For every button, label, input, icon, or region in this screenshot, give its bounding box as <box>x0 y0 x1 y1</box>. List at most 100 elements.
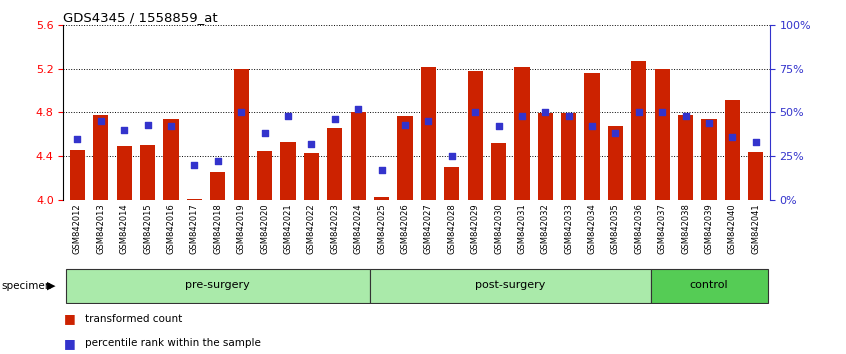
Point <box>141 122 155 127</box>
Point <box>515 113 529 119</box>
Point <box>585 124 599 129</box>
Bar <box>468 71 483 200</box>
Point <box>492 124 505 129</box>
Bar <box>608 126 624 200</box>
Point <box>94 118 107 124</box>
Text: ▶: ▶ <box>47 281 56 291</box>
Text: GSM842022: GSM842022 <box>307 203 316 254</box>
Point <box>328 116 342 122</box>
Bar <box>93 115 108 200</box>
Text: GSM842030: GSM842030 <box>494 203 503 254</box>
Text: GSM842016: GSM842016 <box>167 203 176 254</box>
Text: GSM842012: GSM842012 <box>73 203 82 254</box>
Text: control: control <box>689 280 728 290</box>
Text: transformed count: transformed count <box>85 314 182 324</box>
Point <box>562 113 575 119</box>
Point <box>726 134 739 140</box>
Point <box>656 110 669 115</box>
Text: post-surgery: post-surgery <box>475 280 546 290</box>
Point <box>632 110 645 115</box>
Bar <box>701 119 717 200</box>
Bar <box>725 100 740 200</box>
Bar <box>538 114 553 200</box>
Bar <box>514 68 530 200</box>
Point <box>398 122 412 127</box>
Bar <box>350 113 365 200</box>
Bar <box>651 269 767 303</box>
Point <box>445 153 459 159</box>
Text: GSM842027: GSM842027 <box>424 203 433 254</box>
Bar <box>398 116 413 200</box>
Bar <box>70 150 85 200</box>
Text: GSM842040: GSM842040 <box>728 203 737 254</box>
Point <box>281 113 294 119</box>
Bar <box>420 68 436 200</box>
Bar <box>444 167 459 200</box>
Text: GSM842018: GSM842018 <box>213 203 222 254</box>
Text: GSM842025: GSM842025 <box>377 203 386 254</box>
Text: ■: ■ <box>63 312 75 325</box>
Bar <box>585 73 600 200</box>
Point <box>749 139 762 145</box>
Point <box>234 110 248 115</box>
Bar <box>678 115 693 200</box>
Text: GSM842038: GSM842038 <box>681 203 690 254</box>
Text: GSM842037: GSM842037 <box>657 203 667 254</box>
Point <box>188 162 201 168</box>
Text: GSM842035: GSM842035 <box>611 203 620 254</box>
Bar <box>117 146 132 200</box>
Point <box>678 113 692 119</box>
Point <box>164 124 178 129</box>
Point <box>702 120 716 126</box>
Text: GDS4345 / 1558859_at: GDS4345 / 1558859_at <box>63 11 218 24</box>
Text: GSM842021: GSM842021 <box>283 203 293 254</box>
Text: GSM842014: GSM842014 <box>120 203 129 254</box>
Bar <box>631 61 646 200</box>
Text: GSM842034: GSM842034 <box>588 203 596 254</box>
Text: GSM842031: GSM842031 <box>518 203 526 254</box>
Text: GSM842013: GSM842013 <box>96 203 106 254</box>
Text: GSM842017: GSM842017 <box>190 203 199 254</box>
Text: specimen: specimen <box>2 281 52 291</box>
Bar <box>257 151 272 200</box>
Bar <box>280 142 295 200</box>
Bar <box>233 69 249 200</box>
Point <box>609 131 623 136</box>
Text: GSM842019: GSM842019 <box>237 203 245 254</box>
Text: percentile rank within the sample: percentile rank within the sample <box>85 338 261 348</box>
Text: GSM842041: GSM842041 <box>751 203 761 254</box>
Text: GSM842028: GSM842028 <box>448 203 456 254</box>
Text: GSM842033: GSM842033 <box>564 203 574 254</box>
Point <box>305 141 318 147</box>
Text: GSM842039: GSM842039 <box>705 203 713 254</box>
Bar <box>163 119 179 200</box>
Text: GSM842029: GSM842029 <box>470 203 480 254</box>
Bar <box>66 269 370 303</box>
Text: GSM842036: GSM842036 <box>634 203 643 254</box>
Bar <box>370 269 651 303</box>
Text: ■: ■ <box>63 337 75 350</box>
Text: GSM842026: GSM842026 <box>400 203 409 254</box>
Bar <box>210 172 225 200</box>
Bar <box>491 143 506 200</box>
Point <box>118 127 131 133</box>
Bar <box>140 145 156 200</box>
Text: GSM842024: GSM842024 <box>354 203 363 254</box>
Bar <box>748 152 763 200</box>
Bar <box>655 69 670 200</box>
Text: GSM842032: GSM842032 <box>541 203 550 254</box>
Point <box>375 167 388 173</box>
Point <box>71 136 85 142</box>
Point <box>258 131 272 136</box>
Text: GSM842020: GSM842020 <box>260 203 269 254</box>
Text: GSM842015: GSM842015 <box>143 203 152 254</box>
Text: GSM842023: GSM842023 <box>330 203 339 254</box>
Point <box>421 118 435 124</box>
Point <box>469 110 482 115</box>
Bar <box>561 114 576 200</box>
Point <box>351 106 365 112</box>
Bar <box>327 128 343 200</box>
Bar <box>304 153 319 200</box>
Point <box>539 110 552 115</box>
Text: pre-surgery: pre-surgery <box>185 280 250 290</box>
